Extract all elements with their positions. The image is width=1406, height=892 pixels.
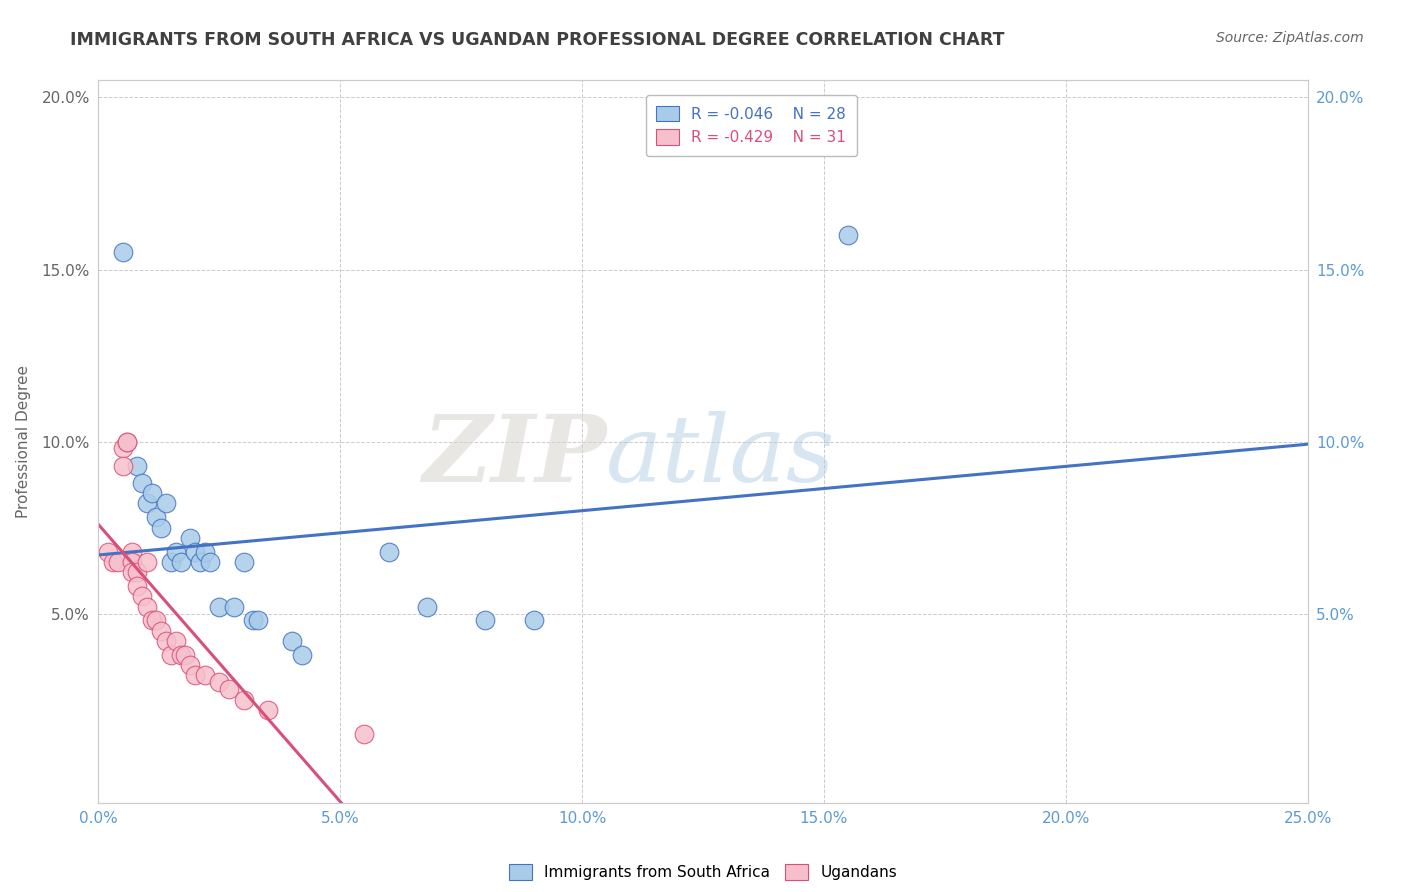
Point bbox=[218, 682, 240, 697]
Point bbox=[165, 544, 187, 558]
Point bbox=[121, 566, 143, 580]
Point bbox=[141, 614, 163, 628]
Point bbox=[208, 599, 231, 614]
Point bbox=[127, 566, 149, 580]
Point bbox=[150, 624, 173, 638]
Point bbox=[131, 475, 153, 490]
Point bbox=[101, 555, 124, 569]
Point bbox=[155, 634, 177, 648]
Point bbox=[155, 496, 177, 510]
Point bbox=[150, 520, 173, 534]
Point bbox=[135, 555, 157, 569]
Point bbox=[121, 544, 143, 558]
Point bbox=[208, 675, 231, 690]
Point bbox=[160, 648, 183, 662]
Point bbox=[184, 544, 207, 558]
Point bbox=[97, 544, 120, 558]
Text: IMMIGRANTS FROM SOUTH AFRICA VS UGANDAN PROFESSIONAL DEGREE CORRELATION CHART: IMMIGRANTS FROM SOUTH AFRICA VS UGANDAN … bbox=[70, 31, 1005, 49]
Point bbox=[281, 634, 304, 648]
Point bbox=[111, 442, 134, 456]
Point bbox=[107, 555, 129, 569]
Point bbox=[377, 544, 399, 558]
Point bbox=[232, 555, 254, 569]
Legend: Immigrants from South Africa, Ugandans: Immigrants from South Africa, Ugandans bbox=[498, 854, 908, 891]
Point bbox=[474, 614, 496, 628]
Point bbox=[290, 648, 312, 662]
Point bbox=[232, 692, 254, 706]
Point bbox=[169, 648, 191, 662]
Point bbox=[194, 668, 217, 682]
Y-axis label: Professional Degree: Professional Degree bbox=[15, 365, 31, 518]
Point bbox=[165, 634, 187, 648]
Point bbox=[194, 544, 217, 558]
Text: atlas: atlas bbox=[606, 411, 835, 501]
Point bbox=[117, 434, 139, 449]
Point bbox=[256, 703, 278, 717]
Point bbox=[131, 590, 153, 604]
Text: Source: ZipAtlas.com: Source: ZipAtlas.com bbox=[1216, 31, 1364, 45]
Point bbox=[198, 555, 221, 569]
Point bbox=[135, 599, 157, 614]
Point bbox=[179, 531, 201, 545]
Point bbox=[416, 599, 439, 614]
Point bbox=[160, 555, 183, 569]
Point bbox=[145, 614, 167, 628]
Point bbox=[837, 228, 859, 243]
Point bbox=[247, 614, 270, 628]
Point bbox=[169, 555, 191, 569]
Point bbox=[127, 579, 149, 593]
Point bbox=[523, 614, 546, 628]
Point bbox=[127, 458, 149, 473]
Point bbox=[174, 648, 197, 662]
Point bbox=[111, 458, 134, 473]
Point bbox=[111, 245, 134, 260]
Text: ZIP: ZIP bbox=[422, 411, 606, 501]
Point bbox=[188, 555, 211, 569]
Point bbox=[179, 658, 201, 673]
Point bbox=[184, 668, 207, 682]
Point bbox=[141, 486, 163, 500]
Point bbox=[222, 599, 245, 614]
Point bbox=[242, 614, 264, 628]
Point bbox=[121, 555, 143, 569]
Point bbox=[145, 510, 167, 524]
Point bbox=[353, 727, 375, 741]
Point bbox=[135, 496, 157, 510]
Point bbox=[117, 434, 139, 449]
